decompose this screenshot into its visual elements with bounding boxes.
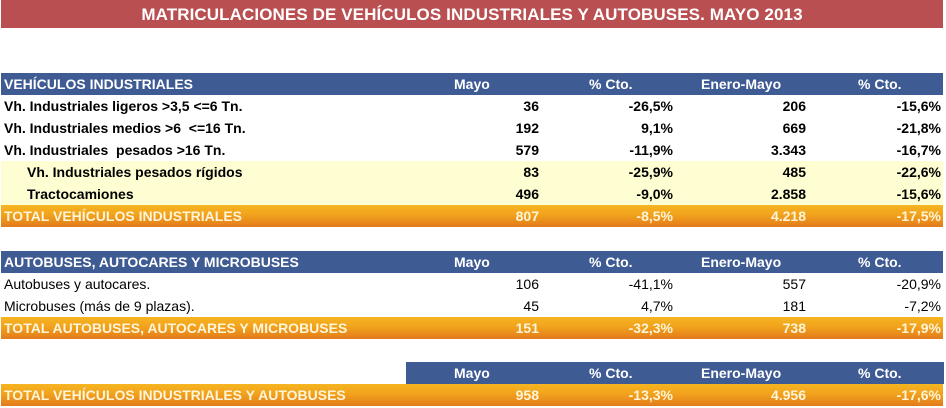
cell-cto-mayo: -11,9% [629, 142, 673, 158]
col-header-cto-mayo: % Cto. [589, 254, 633, 270]
cell-cto-enero-mayo: -20,9% [896, 276, 941, 292]
cell-cto-mayo: 4,7% [641, 298, 673, 314]
col-header-cto-enero-mayo: % Cto. [858, 254, 902, 270]
total-mayo: 807 [515, 208, 539, 224]
autobuses-table: AUTOBUSES, AUTOCARES Y MICROBUSES Mayo %… [1, 251, 943, 339]
row-label: Vh. Industriales pesados >16 Tn. [4, 142, 226, 158]
total-label: TOTAL AUTOBUSES, AUTOCARES Y MICROBUSES [4, 320, 348, 336]
cell-cto-enero-mayo: -7,2% [904, 298, 941, 314]
section-header-label: AUTOBUSES, AUTOCARES Y MICROBUSES [4, 254, 299, 270]
col-header-mayo: Mayo [454, 254, 490, 270]
total-row-autobuses: TOTAL AUTOBUSES, AUTOCARES Y MICROBUSES … [1, 317, 943, 339]
total-enero-mayo: 4.218 [770, 208, 806, 224]
cell-mayo: 106 [515, 276, 539, 292]
table-row-subcategory: Vh. Industriales pesados rígidos 83 -25,… [1, 161, 943, 183]
table-row: Vh. Industriales ligeros >3,5 <=6 Tn. 36… [1, 95, 943, 117]
total-mayo: 151 [515, 320, 539, 336]
cell-cto-mayo: -26,5% [628, 98, 673, 114]
cell-enero-mayo: 181 [782, 298, 806, 314]
row-label: Microbuses (más de 9 plazas). [4, 298, 195, 314]
cell-cto-enero-mayo: -16,7% [896, 142, 941, 158]
total-cto-enero-mayo: -17,6% [896, 387, 941, 403]
section-header-label: VEHÍCULOS INDUSTRIALES [4, 76, 194, 92]
total-cto-enero-mayo: -17,5% [896, 208, 941, 224]
row-label: Tractocamiones [27, 186, 134, 202]
row-label: Vh. Industriales medios >6 <=16 Tn. [4, 120, 246, 136]
total-enero-mayo: 4.956 [770, 387, 806, 403]
total-enero-mayo: 738 [782, 320, 806, 336]
cell-enero-mayo: 2.858 [770, 186, 806, 202]
cell-cto-enero-mayo: -15,6% [896, 186, 941, 202]
row-label: Autobuses y autocares. [4, 276, 151, 292]
cell-enero-mayo: 3.343 [770, 142, 806, 158]
table-row: Microbuses (más de 9 plazas). 45 4,7% 18… [1, 295, 943, 317]
col-header-enero-mayo: Enero-Mayo [701, 365, 782, 381]
cell-mayo: 496 [515, 186, 539, 202]
table-row: Autobuses y autocares. 106 -41,1% 557 -2… [1, 273, 943, 295]
col-header-cto-mayo: % Cto. [589, 365, 633, 381]
col-header-enero-mayo: Enero-Mayo [701, 254, 782, 270]
industriales-header-row: VEHÍCULOS INDUSTRIALES Mayo % Cto. Enero… [1, 73, 943, 95]
row-label: Vh. Industriales ligeros >3,5 <=6 Tn. [4, 98, 243, 114]
total-mayo: 958 [515, 387, 539, 403]
cell-mayo: 36 [523, 98, 539, 114]
total-label: TOTAL VEHÍCULOS INDUSTRIALES Y AUTOBUSES [4, 387, 346, 403]
grand-total-table: Mayo % Cto. Enero-Mayo % Cto. TOTAL VEHÍ… [1, 362, 944, 406]
total-cto-enero-mayo: -17,9% [896, 320, 941, 336]
row-label: Vh. Industriales pesados rígidos [27, 164, 243, 180]
cell-mayo: 579 [515, 142, 539, 158]
table-row: Vh. Industriales pesados >16 Tn. 579 -11… [1, 139, 943, 161]
cell-enero-mayo: 206 [782, 98, 806, 114]
cell-cto-mayo: -41,1% [628, 276, 673, 292]
table-row-subcategory: Tractocamiones 496 -9,0% 2.858 -15,6% [1, 183, 943, 205]
cell-cto-enero-mayo: -15,6% [896, 98, 941, 114]
cell-cto-mayo: -25,9% [628, 164, 673, 180]
col-header-cto-enero-mayo: % Cto. [858, 76, 902, 92]
col-header-mayo: Mayo [454, 365, 490, 381]
cell-mayo: 192 [515, 120, 539, 136]
cell-enero-mayo: 485 [782, 164, 806, 180]
grand-total-header-bg [406, 362, 944, 384]
grand-total-header-row: Mayo % Cto. Enero-Mayo % Cto. [1, 362, 944, 384]
cell-mayo: 45 [523, 298, 539, 314]
cell-cto-enero-mayo: -22,6% [896, 164, 941, 180]
cell-cto-mayo: 9,1% [641, 120, 673, 136]
page-title: MATRICULACIONES DE VEHÍCULOS INDUSTRIALE… [1, 0, 943, 28]
col-header-cto-mayo: % Cto. [589, 76, 633, 92]
total-row-industriales: TOTAL VEHÍCULOS INDUSTRIALES 807 -8,5% 4… [1, 205, 943, 227]
table-row: Vh. Industriales medios >6 <=16 Tn. 192 … [1, 117, 943, 139]
col-header-enero-mayo: Enero-Mayo [701, 76, 782, 92]
industriales-table: VEHÍCULOS INDUSTRIALES Mayo % Cto. Enero… [1, 73, 943, 227]
total-cto-mayo: -8,5% [636, 208, 673, 224]
cell-cto-mayo: -9,0% [636, 186, 673, 202]
cell-enero-mayo: 669 [782, 120, 806, 136]
autobuses-header-row: AUTOBUSES, AUTOCARES Y MICROBUSES Mayo %… [1, 251, 943, 273]
col-header-cto-enero-mayo: % Cto. [858, 365, 902, 381]
total-cto-mayo: -32,3% [628, 320, 673, 336]
cell-cto-enero-mayo: -21,8% [896, 120, 941, 136]
cell-mayo: 83 [523, 164, 539, 180]
cell-enero-mayo: 557 [782, 276, 806, 292]
total-cto-mayo: -13,3% [628, 387, 673, 403]
grand-total-row: TOTAL VEHÍCULOS INDUSTRIALES Y AUTOBUSES… [1, 384, 943, 406]
total-label: TOTAL VEHÍCULOS INDUSTRIALES [4, 208, 243, 224]
col-header-mayo: Mayo [454, 76, 490, 92]
